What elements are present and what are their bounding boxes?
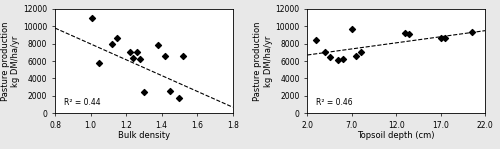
Point — [132, 51, 140, 54]
Point — [136, 58, 144, 60]
Point — [468, 30, 475, 33]
Point — [348, 28, 356, 30]
Text: R² = 0.46: R² = 0.46 — [316, 98, 353, 107]
X-axis label: Topsoil depth (cm): Topsoil depth (cm) — [358, 131, 435, 140]
Point — [401, 32, 409, 34]
Point — [179, 55, 187, 57]
Point — [406, 33, 413, 35]
Point — [326, 56, 334, 58]
Point — [321, 51, 329, 54]
Point — [339, 58, 347, 60]
Point — [352, 55, 360, 57]
Point — [161, 55, 169, 57]
Point — [356, 51, 364, 54]
Point — [113, 37, 121, 40]
Point — [176, 96, 184, 99]
Y-axis label: Pasture production
kg DM/ha/yr: Pasture production kg DM/ha/yr — [1, 21, 20, 101]
Text: R² = 0.44: R² = 0.44 — [64, 98, 100, 107]
Point — [108, 42, 116, 45]
Point — [96, 62, 104, 64]
Point — [88, 16, 96, 19]
Point — [129, 56, 137, 59]
Point — [436, 37, 444, 40]
Point — [312, 39, 320, 41]
Point — [334, 59, 342, 61]
Point — [140, 91, 148, 94]
X-axis label: Bulk density: Bulk density — [118, 131, 170, 140]
Point — [441, 37, 449, 39]
Point — [126, 50, 134, 53]
Point — [166, 89, 174, 92]
Point — [154, 43, 162, 46]
Y-axis label: Pasture production
kg DM/ha/yr: Pasture production kg DM/ha/yr — [253, 21, 272, 101]
